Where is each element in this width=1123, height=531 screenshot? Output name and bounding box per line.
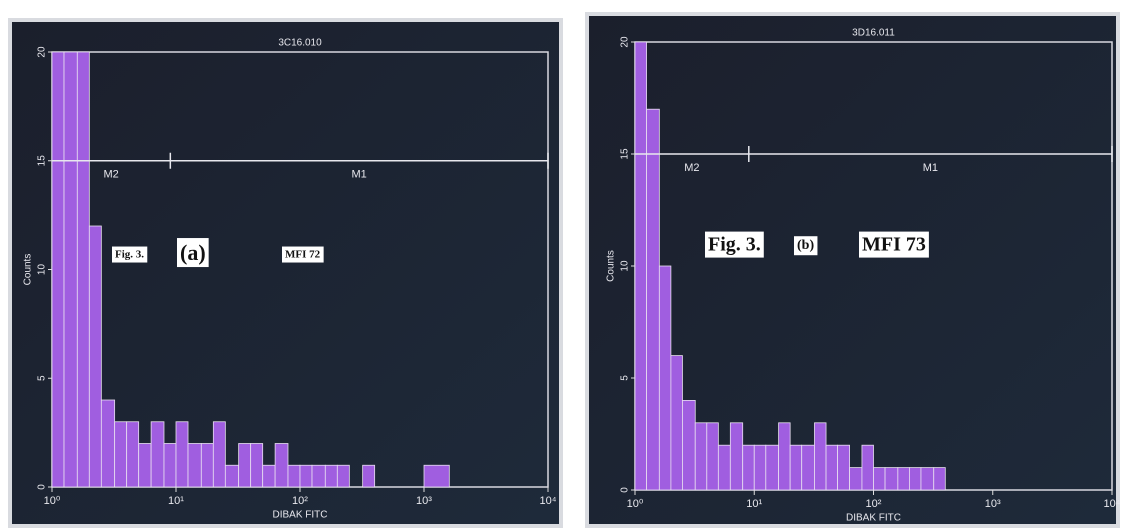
histogram-bar [299,464,313,488]
histogram-bar [765,444,779,491]
y-tick-label: 5 [37,375,48,381]
histogram-bar [100,399,116,488]
histogram-bar [908,467,922,491]
histogram-bar [51,51,65,488]
annotation: Fig. 3. [115,249,144,261]
histogram-bar [163,443,177,488]
x-tick-label: 10¹ [168,495,184,507]
histogram-bar [250,443,264,488]
x-axis-label: DIBAK FITC [272,510,327,521]
annotation-box [112,246,148,263]
histogram-bar [658,265,672,491]
histogram-bar [76,51,90,488]
histogram-bar [287,464,301,488]
histogram-bar [114,421,128,488]
y-tick-label: 0 [620,487,631,493]
histogram-bar [694,422,708,491]
histogram-bar [324,464,338,488]
annotation-box [177,238,209,268]
x-tick-label: 10⁰ [627,498,644,510]
y-axis-label: Counts [606,250,617,282]
histogram-bar [336,464,350,488]
chart-title: 3D16.011 [852,28,895,39]
histogram-bar [187,443,202,488]
annotation: Fig. 3. [708,234,761,256]
histogram-bar [778,422,791,491]
histogram-bar [200,443,214,488]
x-tick-label: 10¹ [746,498,762,510]
histogram-bar [825,444,839,491]
histogram-bar [311,464,326,488]
annotation: MFI 73 [862,234,926,256]
histogram-bar [238,443,252,488]
histogram-bar [920,467,935,491]
histogram-bar [933,467,946,491]
y-tick-label: 10 [620,260,631,272]
marker-label: M1 [923,162,938,174]
y-tick-label: 0 [37,484,48,490]
histogram-bar [362,464,376,488]
histogram-bar [884,467,899,491]
histogram-bar [837,444,850,491]
histogram-bar [262,464,276,488]
histogram-bar [897,467,910,491]
histogram-bar [753,444,767,491]
histogram-bar [88,225,102,488]
histogram-bar [126,421,140,488]
histogram-bar [646,108,660,491]
x-tick-label: 10² [866,498,882,510]
y-axis-label: Counts [23,254,34,286]
y-tick-label: 5 [620,375,631,381]
histogram-bar [212,421,226,488]
annotation: (b) [797,238,814,253]
x-tick-label: 10² [292,495,308,507]
histogram-bar [634,41,647,491]
histogram-bar [801,444,815,491]
histogram-bar [861,444,874,491]
y-tick-label: 15 [620,148,631,160]
annotation: MFI 72 [285,249,321,261]
histogram-bar [274,443,289,488]
histogram-bar [175,421,189,488]
y-tick-label: 20 [620,36,631,48]
histogram-bar [873,467,886,491]
annotation-box [794,236,818,256]
histogram-bar [814,422,827,491]
marker-label: M2 [684,162,699,174]
annotation-box [859,231,929,258]
x-tick-label: 10⁴ [1104,498,1121,510]
histogram-bar [150,421,165,488]
marker-label: M1 [352,169,367,181]
histogram-bar [670,355,683,491]
annotation-box [282,246,324,263]
histogram-bar [849,467,863,491]
annotation: (a) [180,240,206,265]
histogram-bar [682,399,696,491]
histogram-bar [706,422,719,491]
x-axis-label: DIBAK FITC [846,513,901,524]
x-tick-label: 10⁴ [540,495,557,507]
x-tick-label: 10³ [985,498,1001,510]
histogram-bar [138,443,152,488]
histogram-bar [729,422,744,491]
marker-label: M2 [104,169,119,181]
histogram-bar [742,444,755,491]
y-tick-label: 15 [37,155,48,167]
histogram-bar [423,464,450,488]
chart-title: 3C16.010 [278,38,322,49]
annotation-box [705,231,764,258]
y-tick-label: 20 [37,46,48,58]
histogram-bar [63,51,78,488]
histogram-bar [789,444,803,491]
histogram-bar [224,464,240,488]
x-tick-label: 10⁰ [44,495,61,507]
histogram-bar [717,444,731,491]
y-tick-label: 10 [37,264,48,276]
x-tick-label: 10³ [416,495,432,507]
